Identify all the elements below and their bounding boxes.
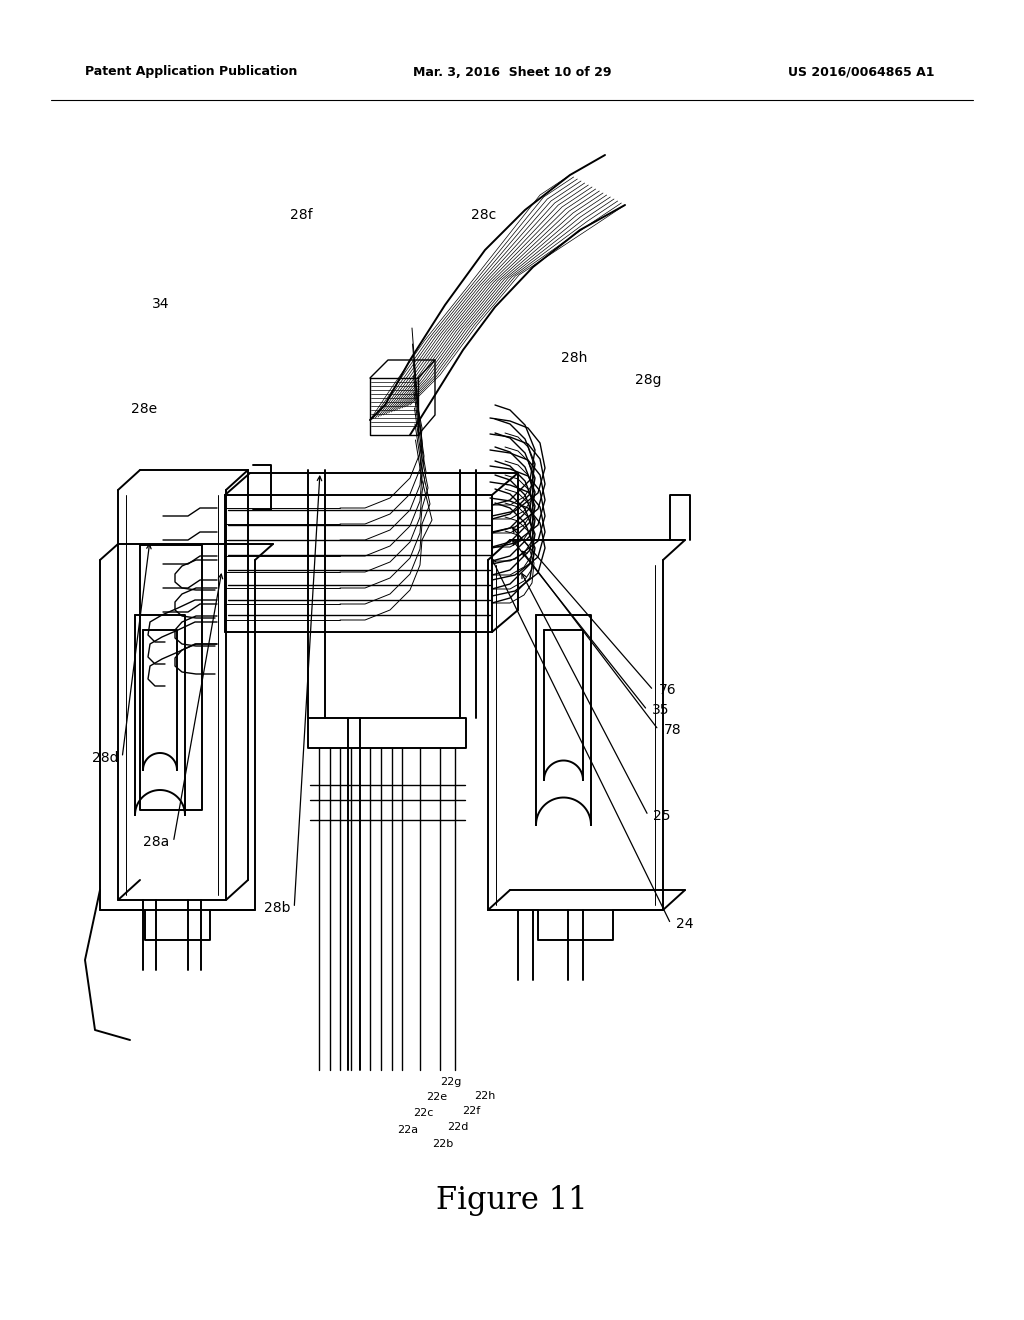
Text: 28e: 28e [131, 403, 158, 416]
Text: Patent Application Publication: Patent Application Publication [85, 66, 297, 78]
Text: 22b: 22b [432, 1139, 454, 1150]
Text: 28h: 28h [561, 351, 588, 364]
Text: US 2016/0064865 A1: US 2016/0064865 A1 [788, 66, 935, 78]
Text: 35: 35 [652, 704, 670, 717]
Text: 28g: 28g [635, 374, 662, 387]
Text: 22d: 22d [447, 1122, 469, 1133]
Text: 22f: 22f [462, 1106, 480, 1117]
Text: 24: 24 [676, 917, 693, 931]
Text: 22a: 22a [397, 1125, 419, 1135]
Text: 28f: 28f [290, 209, 312, 222]
Text: 22c: 22c [413, 1107, 433, 1118]
Text: 28d: 28d [92, 751, 119, 764]
Text: 22g: 22g [440, 1077, 462, 1088]
Text: 22h: 22h [474, 1090, 496, 1101]
Text: 22e: 22e [426, 1092, 447, 1102]
Text: 28b: 28b [264, 902, 291, 915]
Text: 25: 25 [653, 809, 671, 822]
Text: 28a: 28a [143, 836, 170, 849]
Text: 28c: 28c [471, 209, 497, 222]
Text: Mar. 3, 2016  Sheet 10 of 29: Mar. 3, 2016 Sheet 10 of 29 [413, 66, 611, 78]
Text: 76: 76 [658, 684, 676, 697]
Text: 34: 34 [152, 297, 169, 310]
Text: Figure 11: Figure 11 [436, 1184, 588, 1216]
Text: 78: 78 [664, 723, 681, 737]
